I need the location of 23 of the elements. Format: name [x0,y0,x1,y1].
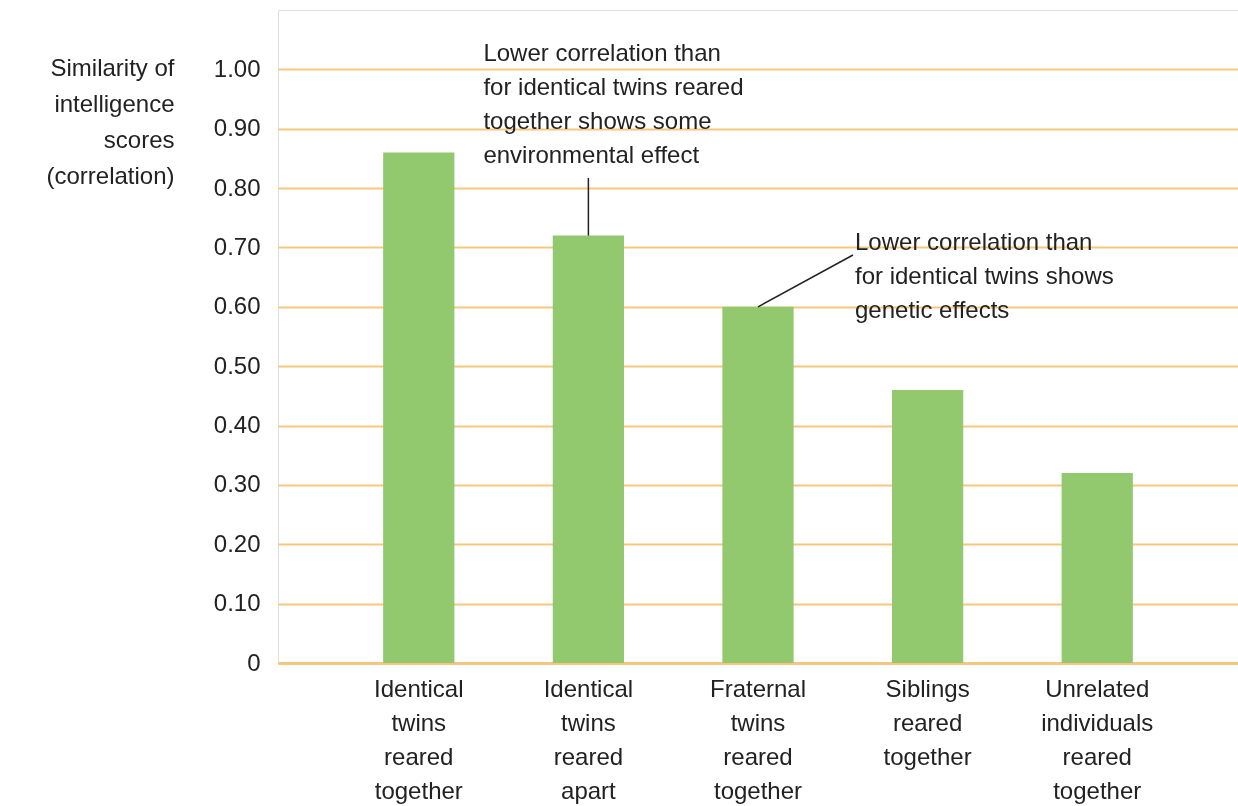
y-tick-label: 0.30 [213,470,261,498]
x-tick-label: Identical twins reared apart [543,674,634,804]
bar [891,389,964,663]
x-tick-label: Unrelated individuals reared together [1041,674,1154,804]
y-tick-label: 0.40 [213,411,261,439]
x-tick-label: Identical twins reared together [374,674,464,804]
x-tick-label: Fraternal twins reared together [709,674,807,804]
bar [722,306,794,663]
y-tick-label: 1.00 [213,54,261,82]
bar [383,152,455,663]
bar [552,235,625,663]
y-tick-label: 0.60 [213,292,261,320]
y-tick-label: 0.80 [213,173,261,201]
y-tick-label: 0.20 [213,529,261,557]
annotation: Lower correlation than for identical twins reared together shows some environmental effect [483,39,744,168]
bar [1061,473,1133,663]
x-tick-label: Siblings reared together [883,674,972,770]
y-tick-label: 0.70 [213,232,261,260]
y-tick-label: 0.50 [213,351,261,379]
y-tick-label: 0 [247,648,261,676]
y-tick-label: 0.10 [213,589,261,617]
y-tick-label: 0.90 [213,114,261,142]
y-axis-title: Similarity of intelligence scores (correlation) [46,53,175,189]
